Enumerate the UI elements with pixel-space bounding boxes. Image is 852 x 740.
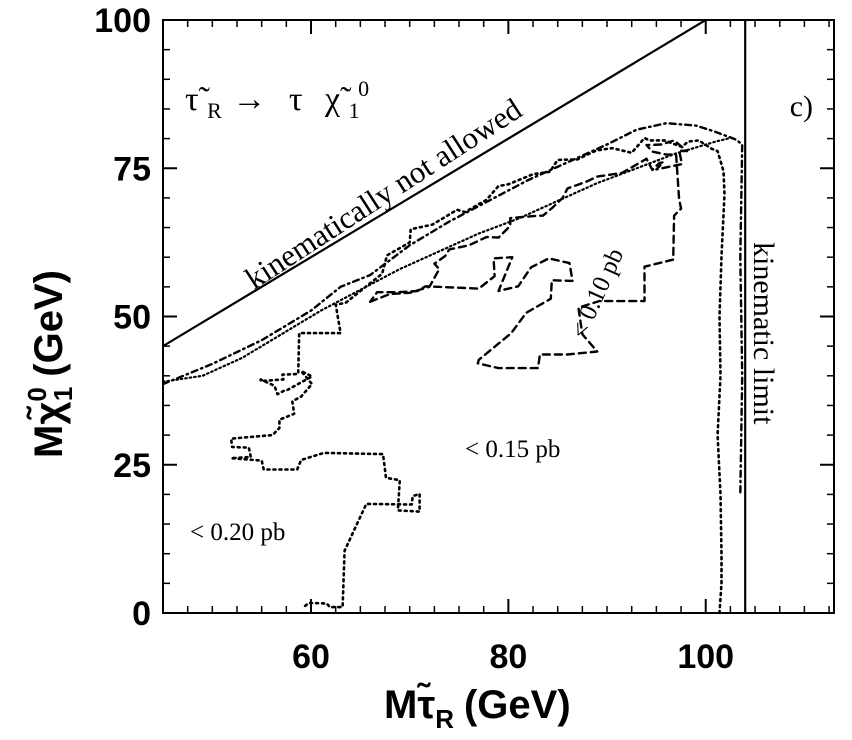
y-title-prefix: M xyxy=(27,425,71,458)
kinematic-boundaries xyxy=(163,20,747,613)
contour-line-dotted-small-2 xyxy=(163,136,732,383)
y-title-symbol: χ̃ xyxy=(25,402,71,425)
y-tick-label: 75 xyxy=(113,150,151,188)
cross-section-contours xyxy=(163,121,744,613)
x-tick-label: 80 xyxy=(489,638,527,676)
kinematic-limit-label: kinematic limit xyxy=(747,242,780,425)
x-title-symbol: τ̃ xyxy=(416,681,435,727)
contour-label-015: < 0.15 pb xyxy=(465,436,560,463)
y-axis-title: Mχ̃01 (GeV) xyxy=(22,270,78,458)
tau-symbol: τ xyxy=(289,81,303,118)
axis-ticks xyxy=(162,19,834,614)
x-title-prefix: M xyxy=(384,683,417,727)
contour-line-dash-dot-3 xyxy=(163,121,744,496)
x-title-subscript: R xyxy=(435,704,454,734)
neutralino-subscript: 1 xyxy=(349,98,360,123)
process-label: τ̃ R → τ χ̃ 1 0 xyxy=(185,76,369,126)
neutralino-superscript: 0 xyxy=(358,76,369,101)
stau-subscript: R xyxy=(207,98,222,123)
x-tick-labels: 60 80 100 xyxy=(292,638,734,676)
plot-frame xyxy=(162,19,835,614)
contour-label-020: < 0.20 pb xyxy=(190,519,285,546)
x-tick-label: 100 xyxy=(677,638,734,676)
contour-line-dotted-0 xyxy=(229,136,726,613)
y-title-superscript: 0 xyxy=(22,387,52,401)
kinematic-diagonal-line xyxy=(163,20,708,348)
y-tick-label: 50 xyxy=(113,299,151,337)
y-tick-labels: 0 25 50 75 100 xyxy=(94,2,151,633)
y-title-subscript: 1 xyxy=(48,387,78,401)
y-title-unit: (GeV) xyxy=(27,270,71,377)
x-tick-label: 60 xyxy=(292,638,330,676)
x-axis-title: Mτ̃R (GeV) xyxy=(384,681,571,734)
y-tick-label: 25 xyxy=(113,447,151,485)
x-title-unit: (GeV) xyxy=(464,683,571,727)
panel-label: c) xyxy=(790,90,813,123)
decay-arrow: → xyxy=(232,81,266,118)
y-tick-label: 100 xyxy=(94,2,151,40)
y-tick-label: 0 xyxy=(132,595,151,633)
